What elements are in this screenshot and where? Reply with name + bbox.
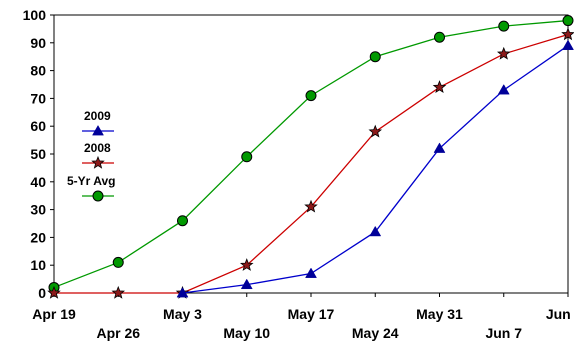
x-tick-label: Jun 14 <box>546 306 574 322</box>
y-tick-label: 50 <box>30 146 46 162</box>
plot-area-frame <box>53 14 569 294</box>
data-point-2009 <box>433 142 446 153</box>
data-point-5-yr-avg <box>241 151 253 163</box>
y-tick-label: 0 <box>38 285 46 301</box>
x-tick-label: May 31 <box>416 306 463 322</box>
data-point-2008 <box>561 27 574 41</box>
data-point-2008 <box>496 46 511 60</box>
y-tick-label: 30 <box>30 202 46 218</box>
x-tick-label: Apr 26 <box>96 325 140 341</box>
x-tick-label: Jun 7 <box>485 325 522 341</box>
data-point-2009 <box>497 84 510 95</box>
legend-label-2008: 2008 <box>84 141 111 155</box>
legend-label-2009: 2009 <box>84 109 111 123</box>
y-tick-label: 40 <box>30 174 46 190</box>
data-point-2008 <box>432 80 447 94</box>
y-tick-label: 60 <box>30 118 46 134</box>
data-point-2008 <box>239 258 254 271</box>
data-point-2009 <box>562 39 574 50</box>
series-line-2009 <box>182 45 569 294</box>
x-tick-label: May 10 <box>223 325 270 341</box>
y-tick-label: 90 <box>30 35 46 51</box>
data-point-2009 <box>305 267 317 278</box>
legend-label-5-yr-avg: 5-Yr Avg <box>67 174 115 188</box>
legend-marker-5-yr-avg <box>92 190 104 202</box>
y-tick-label: 20 <box>30 229 46 245</box>
legend-marker-2009 <box>92 124 104 136</box>
data-point-2008 <box>368 124 383 138</box>
y-tick-label: 10 <box>30 257 46 273</box>
legend-marker-2008 <box>91 155 105 169</box>
x-tick-label: May 24 <box>352 325 399 341</box>
data-point-5-yr-avg <box>112 256 124 268</box>
data-point-5-yr-avg <box>498 20 510 32</box>
data-point-2008 <box>111 285 126 299</box>
y-tick-label: 100 <box>23 7 47 23</box>
x-tick-label: May 17 <box>288 306 335 322</box>
data-point-2009 <box>240 278 253 290</box>
data-point-2009 <box>369 225 382 237</box>
y-tick-label: 70 <box>30 90 46 106</box>
data-point-2009 <box>176 286 189 298</box>
data-point-5-yr-avg <box>434 31 445 43</box>
data-point-5-yr-avg <box>562 15 574 27</box>
data-point-2008 <box>47 285 61 299</box>
data-point-2008 <box>304 199 318 213</box>
data-point-5-yr-avg <box>369 51 381 63</box>
data-point-5-yr-avg <box>177 215 188 227</box>
x-tick-label: May 3 <box>163 306 202 322</box>
x-tick-label: Apr 19 <box>32 306 76 322</box>
y-tick-label: 80 <box>30 63 46 79</box>
data-point-5-yr-avg <box>305 90 317 102</box>
